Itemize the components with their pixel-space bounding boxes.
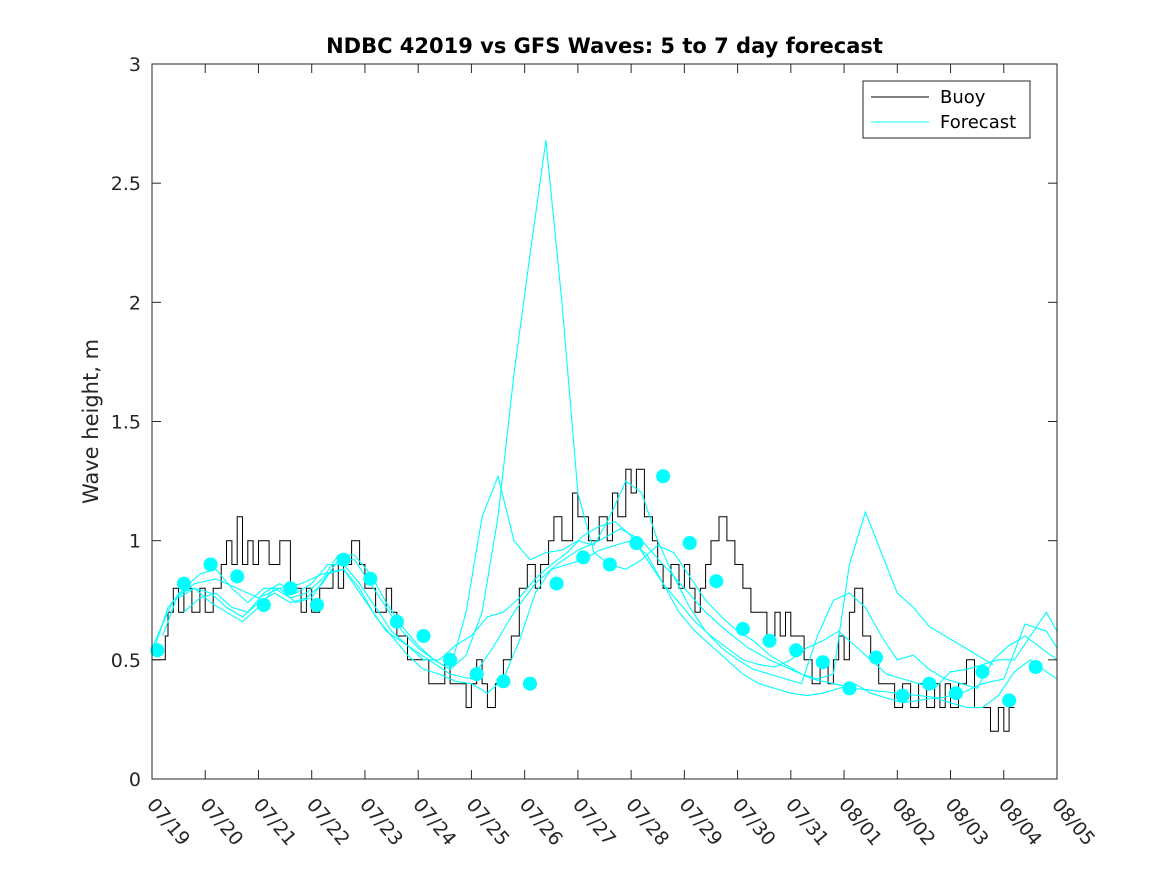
forecast-marker	[815, 655, 830, 670]
legend-box	[862, 80, 1031, 139]
forecast-series-line-1	[152, 540, 1057, 709]
forecast-series-line-3	[183, 520, 1057, 690]
forecast-marker	[629, 536, 644, 550]
forecast-marker	[895, 688, 910, 703]
y-axis-label: Wave height, m	[79, 339, 103, 504]
forecast-marker	[1028, 660, 1043, 674]
forecast-marker	[496, 674, 511, 689]
forecast-marker	[922, 676, 937, 691]
forecast-marker	[256, 598, 271, 612]
y-tick-label: 0	[129, 769, 141, 791]
forecast-marker	[310, 598, 324, 612]
forecast-marker	[602, 557, 617, 572]
forecast-marker	[336, 552, 351, 567]
forecast-series-line-2	[152, 528, 1057, 699]
forecast-marker	[948, 686, 963, 701]
forecast-marker	[389, 614, 404, 629]
forecast-marker	[709, 574, 724, 589]
forecast-marker	[576, 550, 591, 565]
forecast-marker	[523, 676, 537, 691]
forecast-marker	[549, 576, 564, 591]
forecast-marker	[656, 469, 671, 484]
forecast-marker	[443, 652, 458, 667]
forecast-marker	[176, 576, 191, 591]
forecast-marker	[203, 557, 218, 572]
forecast-marker	[1002, 693, 1017, 708]
y-tick-label: 3	[129, 54, 141, 76]
forecast-marker	[975, 664, 990, 679]
forecast-marker	[416, 629, 431, 643]
legend-buoy-label: Buoy	[940, 87, 986, 108]
forecast-marker	[762, 633, 777, 648]
y-tick-label: 1.5	[111, 412, 141, 434]
forecast-marker	[150, 643, 165, 658]
legend: Buoy Forecast	[862, 80, 1031, 139]
y-tick-label: 2.5	[111, 173, 141, 195]
forecast-marker	[735, 621, 750, 636]
chart-title: NDBC 42019 vs GFS Waves: 5 to 7 day fore…	[326, 34, 883, 58]
forecast-marker	[869, 650, 883, 665]
forecast-marker	[363, 571, 378, 586]
y-tick-label: 1	[129, 531, 141, 553]
forecast-marker	[283, 581, 298, 596]
legend-forecast-label: Forecast	[940, 112, 1016, 133]
forecast-marker	[789, 643, 804, 658]
forecast-marker	[469, 667, 484, 682]
forecast-marker	[230, 569, 245, 584]
y-tick-label: 0.5	[111, 650, 141, 672]
y-tick-label: 2	[129, 292, 141, 314]
plot-area	[150, 140, 1057, 732]
forecast-marker	[842, 681, 857, 696]
forecast-series-line-5	[178, 474, 1057, 690]
buoy-series-line	[152, 468, 1015, 732]
forecast-series-line-4	[162, 140, 994, 680]
forecast-marker	[682, 536, 697, 550]
